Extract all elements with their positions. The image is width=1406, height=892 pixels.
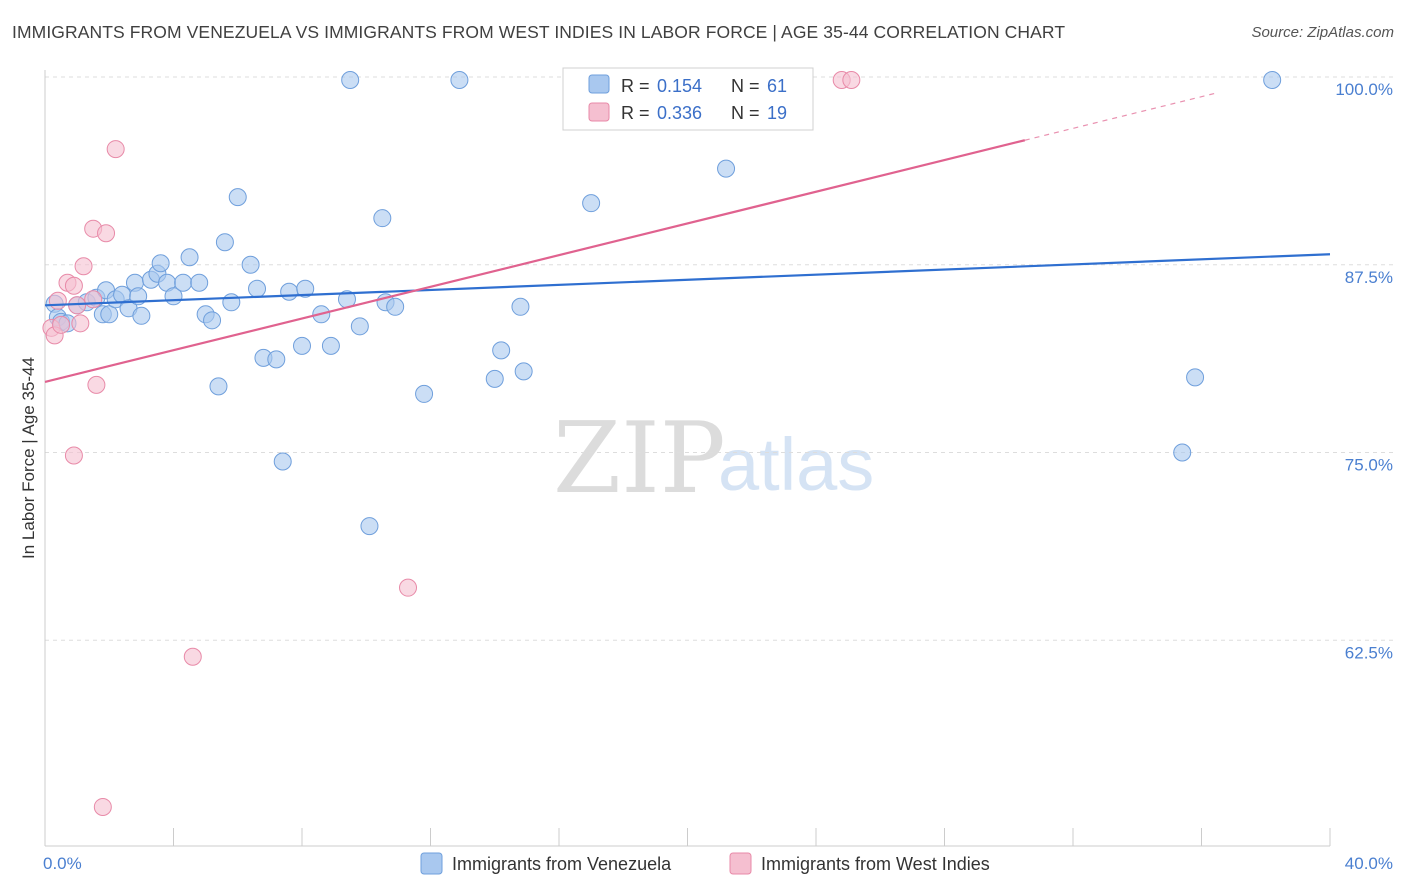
venezuela-point	[215, 233, 234, 252]
west-indies-point	[97, 224, 116, 243]
venezuela-point	[296, 279, 315, 298]
west-indies-trend-extension	[1024, 92, 1218, 141]
venezuela-point	[415, 384, 434, 403]
west-indies-point	[64, 446, 83, 465]
west-indies-point	[399, 578, 418, 597]
venezuela-point	[350, 317, 369, 336]
x-tick-label: 0.0%	[43, 854, 82, 873]
watermark: ZIP atlas	[553, 402, 874, 516]
venezuela-point	[228, 188, 247, 207]
venezuela-points	[45, 71, 1282, 536]
venezuela-point	[386, 297, 405, 316]
y-axis-tick-labels: 62.5% 75.0% 87.5% 100.0%	[1335, 80, 1393, 662]
venezuela-point	[373, 209, 392, 228]
venezuela-point	[1263, 71, 1282, 89]
y-tick-label: 87.5%	[1345, 268, 1393, 287]
venezuela-point	[203, 311, 222, 330]
bottom-legend-swatch-west-indies	[729, 852, 752, 875]
venezuela-point	[485, 369, 504, 388]
venezuela-point	[450, 71, 469, 89]
venezuela-point	[514, 362, 533, 381]
bottom-legend-label-venezuela: Immigrants from Venezuela	[452, 854, 672, 874]
source-label: Source: ZipAtlas.com	[1251, 24, 1394, 41]
legend-n-value-west-indies: 19	[767, 103, 787, 123]
west-indies-point	[52, 315, 71, 334]
west-indies-point	[842, 71, 861, 89]
legend-r-value-west-indies: 0.336	[657, 103, 702, 123]
venezuela-point	[582, 194, 601, 213]
west-indies-point	[71, 314, 90, 333]
bottom-legend-label-west-indies: Immigrants from West Indies	[761, 854, 990, 874]
venezuela-point	[190, 273, 209, 292]
x-axis-tick-labels: 0.0% 40.0%	[43, 854, 1393, 873]
top-legend: R = 0.154 N = 61 R = 0.336 N = 19	[562, 67, 814, 131]
legend-n-value-venezuela: 61	[767, 76, 787, 96]
watermark-zip: ZIP	[553, 402, 726, 516]
venezuela-point	[132, 306, 151, 325]
venezuela-trend-line	[44, 253, 1331, 307]
y-tick-label: 100.0%	[1335, 80, 1393, 99]
west-indies-trend-line	[44, 139, 1026, 383]
venezuela-point	[267, 350, 286, 369]
legend-swatch-west-indies	[588, 102, 610, 122]
west-indies-point	[93, 797, 112, 816]
bottom-legend: Immigrants from Venezuela Immigrants fro…	[420, 852, 990, 875]
chart-title: IMMIGRANTS FROM VENEZUELA VS IMMIGRANTS …	[12, 22, 1066, 42]
y-tick-label: 75.0%	[1345, 456, 1393, 475]
venezuela-point	[341, 71, 360, 89]
west-indies-point	[106, 140, 125, 159]
venezuela-point	[100, 305, 119, 324]
venezuela-point	[248, 279, 267, 298]
west-indies-point	[84, 290, 103, 309]
legend-r-label-venezuela: R =	[621, 76, 650, 96]
west-indies-point	[48, 291, 67, 310]
venezuela-point	[241, 255, 260, 274]
legend-n-label-venezuela: N =	[731, 76, 760, 96]
bottom-legend-swatch-venezuela	[420, 852, 443, 875]
venezuela-point	[717, 159, 736, 178]
venezuela-point	[180, 248, 199, 267]
legend-r-label-west-indies: R =	[621, 103, 650, 123]
x-axis-ticks	[44, 828, 1331, 846]
venezuela-point	[273, 452, 292, 471]
west-indies-point	[183, 647, 202, 666]
trend-lines	[44, 92, 1331, 383]
venezuela-point	[222, 293, 241, 312]
west-indies-point	[74, 257, 93, 276]
x-tick-label: 40.0%	[1345, 854, 1393, 873]
venezuela-point	[360, 517, 379, 536]
west-indies-point	[64, 276, 83, 295]
y-axis-label: In Labor Force | Age 35-44	[19, 357, 38, 559]
venezuela-point	[280, 282, 299, 301]
venezuela-point	[492, 341, 511, 360]
venezuela-point	[209, 377, 228, 396]
legend-swatch-venezuela	[588, 74, 610, 94]
venezuela-point	[1186, 368, 1205, 387]
watermark-atlas: atlas	[718, 423, 874, 506]
legend-r-value-venezuela: 0.154	[657, 76, 702, 96]
y-tick-label: 62.5%	[1345, 643, 1393, 662]
west-indies-points	[42, 71, 861, 816]
gridlines	[45, 76, 1395, 641]
venezuela-point	[151, 254, 170, 273]
venezuela-point	[174, 273, 193, 292]
venezuela-point	[293, 336, 311, 355]
west-indies-point	[87, 375, 106, 394]
legend-n-label-west-indies: N =	[731, 103, 760, 123]
venezuela-point	[321, 336, 340, 355]
venezuela-point	[511, 297, 530, 316]
venezuela-point	[1173, 443, 1192, 462]
